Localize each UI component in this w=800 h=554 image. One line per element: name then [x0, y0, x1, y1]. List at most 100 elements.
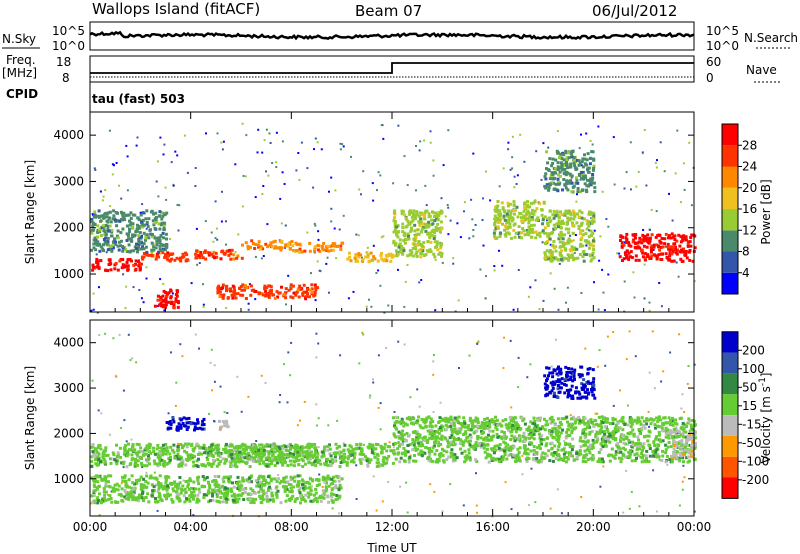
heatmap-cell [126, 264, 130, 268]
heatmap-cell [267, 174, 270, 177]
heatmap-cell [547, 169, 551, 172]
heatmap-cell [126, 234, 130, 238]
heatmap-cell [634, 355, 637, 358]
heatmap-cell [412, 237, 416, 241]
heatmap-cell [277, 453, 281, 457]
heatmap-cell [135, 479, 138, 482]
heatmap-cell [664, 252, 668, 256]
heatmap-cell [145, 233, 149, 237]
heatmap-cell [211, 498, 215, 502]
heatmap-cell [295, 169, 298, 172]
heatmap-cell [108, 129, 111, 132]
heatmap-cell [316, 461, 320, 465]
heatmap-cell [578, 147, 581, 150]
heatmap-cell [386, 459, 389, 462]
heatmap-cell [404, 449, 407, 453]
heatmap-cell [562, 178, 566, 181]
heatmap-cell [160, 458, 164, 462]
heatmap-cell [326, 458, 330, 462]
heatmap-cell [567, 241, 571, 245]
heatmap-cell [661, 429, 665, 433]
heatmap-cell [632, 271, 635, 274]
heatmap-cell [664, 232, 668, 236]
heatmap-cell [404, 422, 408, 426]
heatmap-cell [536, 233, 539, 237]
heatmap-cell [429, 428, 433, 432]
heatmap-cell [167, 486, 170, 490]
heatmap-cell [506, 201, 510, 205]
heatmap-cell [288, 499, 292, 502]
heatmap-cell [381, 124, 384, 127]
heatmap-cell [90, 445, 94, 449]
heatmap-cell [570, 448, 574, 451]
heatmap-cell [592, 425, 596, 428]
heatmap-cell [420, 230, 423, 234]
heatmap-cell [161, 305, 165, 309]
heatmap-cell [185, 445, 189, 449]
heatmap-cell [686, 244, 690, 248]
heatmap-cell [682, 464, 685, 467]
heatmap-cell [144, 245, 148, 249]
heatmap-cell [257, 128, 260, 131]
heatmap-cell [432, 373, 435, 376]
heatmap-cell [155, 477, 159, 481]
heatmap-cell [624, 236, 628, 240]
heatmap-cell [280, 239, 284, 243]
heatmap-cell [317, 479, 321, 483]
heatmap-cell [410, 226, 413, 230]
heatmap-cell [107, 480, 110, 484]
heatmap-cell [116, 268, 120, 272]
heatmap-cell [502, 435, 506, 439]
heatmap-cell [546, 234, 550, 238]
heatmap-cell [635, 442, 639, 446]
heatmap-cell [175, 496, 179, 500]
heatmap-cell [254, 497, 258, 501]
heatmap-cell [529, 286, 532, 289]
heatmap-cell [104, 233, 108, 237]
heatmap-cell [211, 454, 215, 458]
heatmap-cell [261, 193, 264, 196]
heatmap-cell [359, 443, 363, 447]
heatmap-cell [515, 183, 518, 185]
heatmap-cell [592, 239, 595, 243]
heatmap-cell [317, 230, 320, 233]
heatmap-cell [96, 230, 100, 234]
heatmap-cell [171, 292, 174, 295]
heatmap-cell [138, 493, 141, 497]
heatmap-cell [538, 436, 542, 440]
heatmap-cell [382, 259, 386, 263]
heatmap-cell [140, 457, 143, 460]
heatmap-cell [545, 185, 549, 188]
heatmap-cell [619, 439, 622, 443]
colorbar-swatch [722, 166, 738, 188]
heatmap-cell [403, 241, 407, 245]
heatmap-cell [172, 301, 176, 304]
heatmap-cell [514, 460, 518, 463]
heatmap-cell [482, 427, 486, 431]
heatmap-cell [474, 224, 477, 226]
heatmap-cell [257, 476, 261, 480]
heatmap-cell [274, 455, 278, 459]
heatmap-cell [135, 229, 139, 233]
heatmap-cell [234, 452, 238, 456]
heatmap-cell [549, 272, 552, 275]
heatmap-cell [433, 234, 437, 238]
heatmap-cell [542, 142, 545, 145]
heatmap-cell [534, 279, 537, 282]
heatmap-cell [353, 452, 357, 456]
heatmap-cell [441, 447, 444, 451]
heatmap-cell [643, 129, 646, 131]
heatmap-cell [553, 423, 557, 427]
heatmap-cell [210, 348, 213, 351]
heatmap-cell [326, 463, 330, 467]
heatmap-cell [94, 241, 97, 245]
heatmap-cell [225, 220, 227, 223]
heatmap-cell [314, 286, 318, 289]
heatmap-cell [567, 231, 571, 235]
heatmap-cell [214, 481, 218, 485]
heatmap-cell [287, 288, 291, 292]
heatmap-cell [571, 224, 575, 228]
heatmap-cell [627, 243, 631, 247]
heatmap-cell [101, 199, 104, 202]
